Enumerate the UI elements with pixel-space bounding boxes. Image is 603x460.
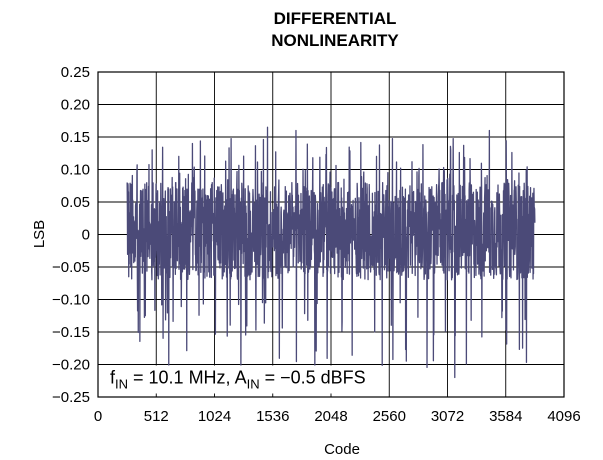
annotation-f: f (110, 368, 116, 388)
dnl-series-line (126, 126, 536, 379)
x-tick-label: 1536 (256, 408, 289, 425)
annotation-a-value: = −0.5 dBFS (260, 368, 366, 388)
x-axis-label: Code (324, 441, 360, 458)
y-tick-label: −0.05 (52, 259, 90, 276)
y-tick-label: −0.15 (52, 324, 90, 341)
x-tick-label: 512 (144, 408, 169, 425)
x-tick-label: 2048 (314, 408, 347, 425)
chart-title-line2: NONLINEARITY (271, 31, 399, 50)
annotation-f-value: = 10.1 MHz, A (128, 368, 247, 388)
annotation-background (106, 365, 370, 394)
plot-area-frame (97, 71, 565, 398)
test-condition-annotation: fIN = 10.1 MHz, AIN = −0.5 dBFS (110, 368, 366, 392)
y-tick-label: 0.20 (61, 97, 90, 114)
y-tick-label: 0 (82, 227, 90, 244)
x-tick-label: 1024 (198, 408, 231, 425)
axis-ticks: 0.25 0.20 0.15 0.10 0.05 0 −0.05 −0.10 −0.15 −0.2… (52, 64, 581, 425)
x-tick-label: 4096 (547, 408, 580, 425)
annotation-f-subscript: IN (115, 377, 128, 392)
series-layer (126, 126, 536, 379)
x-tick-label: 0 (94, 408, 102, 425)
y-axis-label: LSB (31, 220, 48, 248)
x-tick-label: 2560 (373, 408, 406, 425)
y-tick-label: −0.20 (52, 357, 90, 374)
y-tick-label: −0.10 (52, 292, 90, 309)
y-tick-label: 0.05 (61, 194, 90, 211)
x-tick-label: 3072 (431, 408, 464, 425)
annotation-a-subscript: IN (247, 377, 260, 392)
y-tick-label: −0.25 (52, 389, 90, 406)
y-tick-label: 0.25 (61, 64, 90, 81)
y-tick-label: 0.15 (61, 129, 90, 146)
chart-title-line1: DIFFERENTIAL (274, 9, 397, 28)
x-tick-label: 3584 (489, 408, 522, 425)
y-tick-label: 0.10 (61, 162, 90, 179)
